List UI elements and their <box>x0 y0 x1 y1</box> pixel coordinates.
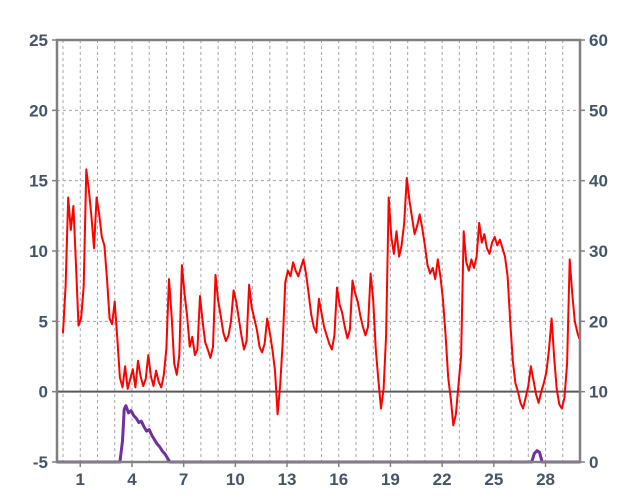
left-axis-tick-label: -5 <box>33 453 48 472</box>
x-axis-tick-label: 4 <box>127 470 137 489</box>
right-axis-tick-label: 0 <box>589 453 598 472</box>
left-axis-tick-label: 20 <box>29 101 48 120</box>
snow-depth-line <box>56 404 581 464</box>
x-axis-tick-label: 19 <box>381 470 400 489</box>
x-axis-tick-label: 13 <box>278 470 297 489</box>
right-axis-tick-label: 50 <box>589 101 608 120</box>
x-axis-tick-label: 25 <box>484 470 503 489</box>
gridlines <box>57 40 580 462</box>
temperature-line <box>62 168 581 427</box>
right-axis-tick-label: 10 <box>589 383 608 402</box>
x-axis-tick-label: 7 <box>179 470 188 489</box>
x-axis-tick-label: 16 <box>329 470 348 489</box>
right-axis-tick-label: 40 <box>589 172 608 191</box>
x-axis-tick-label: 22 <box>433 470 452 489</box>
right-axis-tick-label: 20 <box>589 312 608 331</box>
x-axis-tick-label: 10 <box>226 470 245 489</box>
axis-tick-labels: -5 0 5 10 15 20 25 0 10 20 30 40 50 60 1 4 7 10 13 16 19 22 25… <box>29 31 608 489</box>
right-axis-tick-label: 30 <box>589 242 608 261</box>
right-axis-tick-label: 60 <box>589 31 608 50</box>
left-axis-tick-label: 15 <box>29 172 48 191</box>
x-axis-tick-label: 1 <box>76 470 85 489</box>
left-axis-tick-label: 25 <box>29 31 48 50</box>
left-axis-tick-label: 5 <box>39 312 48 331</box>
left-axis-tick-label: 0 <box>39 383 48 402</box>
x-axis-tick-label: 28 <box>536 470 555 489</box>
axis-tick-marks <box>52 39 585 467</box>
left-axis-tick-label: 10 <box>29 242 48 261</box>
